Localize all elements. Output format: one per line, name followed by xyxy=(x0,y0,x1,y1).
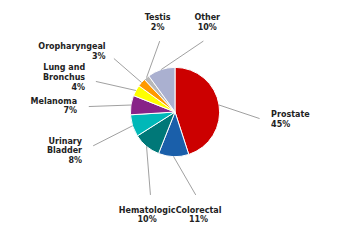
slices xyxy=(130,67,219,156)
leader-line xyxy=(219,105,259,119)
leader-line xyxy=(161,41,203,69)
labels: Prostate45%Colorectal11%Hematologic10%Ur… xyxy=(31,13,311,224)
slice-label-line: Bladder xyxy=(47,146,82,155)
chart: Prostate45%Colorectal11%Hematologic10%Ur… xyxy=(0,0,350,238)
leader-line xyxy=(174,157,196,195)
slice-label-line: Melanoma xyxy=(31,97,77,106)
slice-label-line: Prostate xyxy=(271,110,310,119)
leader-line xyxy=(147,41,160,78)
slice-label-line: Hematologic xyxy=(119,206,176,215)
leader-line xyxy=(147,146,151,195)
slice-label-line: Oropharyngeal xyxy=(38,42,105,51)
leader-line xyxy=(89,105,131,107)
slice-label: Testis xyxy=(145,13,171,22)
slice-label: UrinaryBladder xyxy=(47,137,83,156)
value-label: 7% xyxy=(63,106,77,115)
slice-label-line: Bronchus xyxy=(43,73,85,82)
slice-label: Other xyxy=(194,13,220,22)
slice-label: Oropharyngeal xyxy=(38,42,105,51)
slice-label-line: Testis xyxy=(145,13,171,22)
value-label: 2% xyxy=(151,23,165,32)
value-label: 10% xyxy=(198,23,217,32)
leader-line xyxy=(96,81,136,90)
value-label: 11% xyxy=(189,215,208,224)
pie: Prostate45%Colorectal11%Hematologic10%Ur… xyxy=(31,13,311,224)
value-label: 10% xyxy=(138,215,157,224)
value-label: 45% xyxy=(271,120,290,129)
slice-label: Colorectal xyxy=(176,206,222,215)
leader-line xyxy=(114,59,142,83)
slice-label: Lung andBronchus xyxy=(43,63,85,82)
slice-label-line: Other xyxy=(194,13,220,22)
slice-label: Melanoma xyxy=(31,97,77,106)
slice-label-line: Colorectal xyxy=(176,206,222,215)
slice-label: Hematologic xyxy=(119,206,176,215)
slice-label: Prostate xyxy=(271,110,310,119)
value-label: 4% xyxy=(72,83,86,92)
slice-label-line: Urinary xyxy=(49,137,83,146)
slice xyxy=(149,67,175,112)
slice xyxy=(130,112,175,136)
value-label: 3% xyxy=(92,52,106,61)
value-label: 8% xyxy=(68,156,82,165)
leader-line xyxy=(93,126,132,146)
slice-label-line: Lung and xyxy=(43,63,85,72)
